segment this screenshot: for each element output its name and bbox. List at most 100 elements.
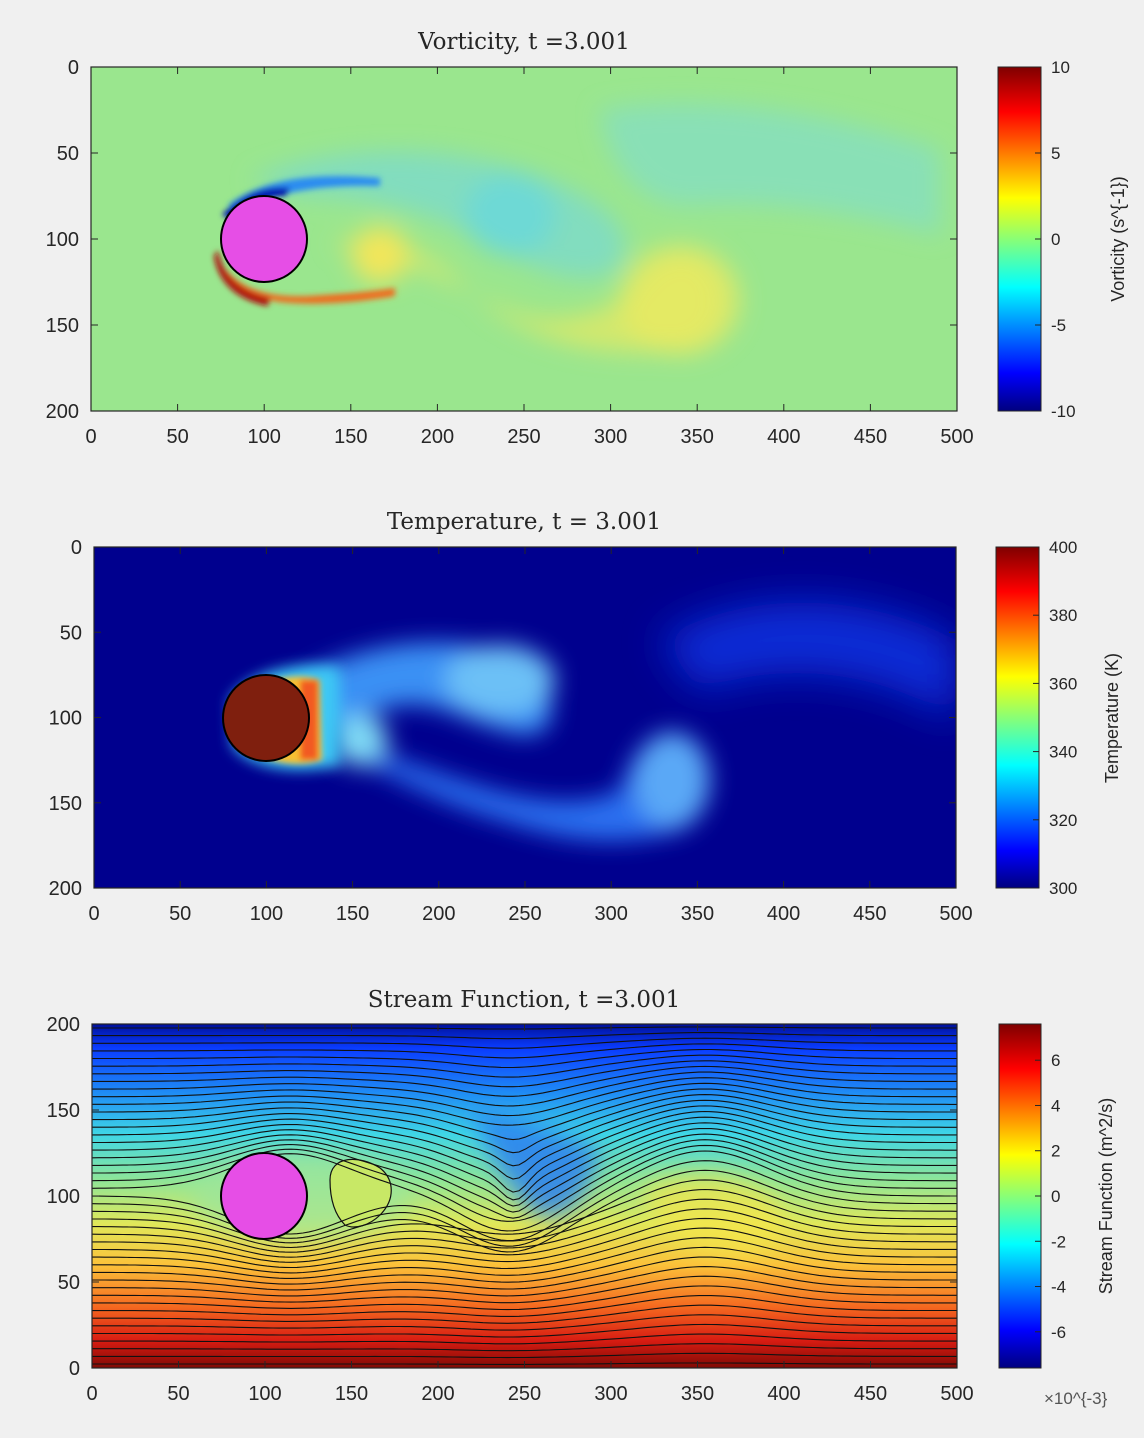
contour-line xyxy=(92,1343,957,1352)
x-tick-label: 350 xyxy=(681,903,714,925)
colorbar-tick-label: 400 xyxy=(1049,538,1077,557)
contour-line xyxy=(92,1227,957,1274)
contour-line xyxy=(92,1275,957,1304)
contour-line xyxy=(92,1054,957,1078)
contour-line xyxy=(92,1071,957,1107)
contour-line xyxy=(92,1133,957,1219)
contour-line xyxy=(92,1122,957,1207)
x-tick-label: 450 xyxy=(854,1383,887,1405)
contour-line xyxy=(92,1237,957,1279)
x-tick-label: 50 xyxy=(166,426,188,448)
contour-line xyxy=(92,1314,957,1331)
x-tick-label: 450 xyxy=(853,903,886,925)
x-tick-label: 0 xyxy=(85,426,96,448)
contour-line xyxy=(92,1266,957,1297)
colorbar-tick-label: 4 xyxy=(1051,1096,1060,1115)
temperature-panel: Temperature, t = 3.001 0 50 100 150 xyxy=(49,509,1122,925)
vorticity-colorbar-ticks: 10 5 0 -5 -10 xyxy=(1035,58,1076,421)
contour-line xyxy=(92,1323,957,1338)
x-tick-label: 350 xyxy=(681,426,714,448)
x-tick-label: 150 xyxy=(336,903,369,925)
contour-line xyxy=(92,1116,957,1201)
contour-line xyxy=(92,1060,957,1088)
x-tick-label: 300 xyxy=(595,903,628,925)
stream-colorbar-exponent: ×10^{-3} xyxy=(1044,1389,1108,1408)
colorbar-tick-label: 5 xyxy=(1051,144,1060,163)
x-tick-label: 300 xyxy=(594,1383,627,1405)
contour-line xyxy=(92,1169,957,1253)
colorbar-tick-label: 10 xyxy=(1051,58,1070,77)
contour-line xyxy=(92,1285,957,1311)
y-tick-label: 150 xyxy=(49,793,82,815)
x-tick-label: 100 xyxy=(248,426,281,448)
contour-line xyxy=(92,1077,957,1117)
contour-line xyxy=(92,1082,957,1126)
colorbar-tick-label: -4 xyxy=(1051,1278,1066,1297)
stream-panel: Stream Function, t =3.001 0 50 100 150 200 25… xyxy=(47,987,1116,1408)
x-tick-label: 250 xyxy=(508,1383,541,1405)
colorbar-tick-label: -6 xyxy=(1051,1323,1066,1342)
x-tick-label: 200 xyxy=(421,426,454,448)
x-tick-label: 400 xyxy=(767,426,800,448)
vorticity-colorbar xyxy=(997,66,1042,412)
stream-title: Stream Function, t =3.001 xyxy=(368,987,680,1013)
contour-line xyxy=(92,1032,957,1040)
contour-line xyxy=(92,1037,957,1049)
y-tick-label: 200 xyxy=(46,401,79,423)
x-tick-label: 300 xyxy=(594,426,627,448)
temperature-colorbar-ticks: 400 380 360 340 320 300 xyxy=(1033,538,1077,898)
x-tick-label: 200 xyxy=(421,1383,454,1405)
x-tick-label: 150 xyxy=(335,1383,368,1405)
x-tick-label: 500 xyxy=(940,1383,973,1405)
y-tick-label: 50 xyxy=(58,1272,80,1294)
contour-line xyxy=(92,1246,957,1285)
x-tick-label: 400 xyxy=(767,1383,800,1405)
contour-line xyxy=(92,1026,957,1030)
contour-line xyxy=(92,1127,957,1213)
stream-contour xyxy=(92,1024,957,1368)
x-tick-label: 200 xyxy=(422,903,455,925)
vorticity-axes: 0 50 100 150 200 250 300 350 400 450 500 0 50 100 150 2… xyxy=(46,57,974,448)
x-tick-label: 100 xyxy=(248,1383,281,1405)
x-tick-label: 350 xyxy=(681,1383,714,1405)
y-tick-label: 150 xyxy=(47,1100,80,1122)
colorbar-tick-label: 0 xyxy=(1051,1187,1060,1206)
temperature-title: Temperature, t = 3.001 xyxy=(387,509,661,535)
contour-line xyxy=(92,1294,957,1317)
colorbar-tick-label: -10 xyxy=(1051,402,1076,421)
x-tick-label: 50 xyxy=(167,1383,189,1405)
contour-line xyxy=(92,1094,957,1154)
x-tick-label: 450 xyxy=(854,426,887,448)
x-tick-label: 0 xyxy=(88,903,99,925)
x-tick-label: 250 xyxy=(508,903,541,925)
stream-cylinder xyxy=(220,1152,308,1240)
y-tick-label: 100 xyxy=(49,708,82,730)
x-tick-label: 400 xyxy=(767,903,800,925)
contour-line xyxy=(92,1217,957,1269)
temperature-axes: 0 50 100 150 200 250 300 350 400 450 500 0 50 100 150 2… xyxy=(49,537,973,925)
contour-line xyxy=(92,1088,957,1141)
vorticity-colorbar-label: Vorticity (s^{-1}) xyxy=(1108,176,1128,301)
contour-line xyxy=(92,1139,957,1222)
colorbar-tick-label: 2 xyxy=(1051,1142,1060,1161)
stream-colorbar-ticks: 6 4 2 0 -2 -4 -6 xyxy=(1035,1051,1066,1342)
stream-colorbar-label: Stream Function (m^2/s) xyxy=(1096,1098,1116,1295)
contour-line xyxy=(92,1198,957,1258)
colorbar-tick-label: 320 xyxy=(1049,811,1077,830)
x-tick-label: 250 xyxy=(507,426,540,448)
contour-line xyxy=(92,1065,957,1097)
contour-line xyxy=(92,1043,957,1059)
colorbar-tick-label: 340 xyxy=(1049,743,1077,762)
x-tick-label: 150 xyxy=(334,426,367,448)
y-tick-label: 50 xyxy=(57,143,79,165)
x-tick-label: 500 xyxy=(940,426,973,448)
temperature-cylinder xyxy=(222,674,310,762)
x-tick-label: 0 xyxy=(86,1383,97,1405)
colorbar-tick-label: 6 xyxy=(1051,1051,1060,1070)
stream-colorbar xyxy=(998,1023,1042,1369)
temperature-colorbar xyxy=(995,546,1040,889)
contour-line xyxy=(92,1208,957,1263)
contour-line xyxy=(92,1110,957,1193)
y-tick-label: 200 xyxy=(47,1014,80,1036)
